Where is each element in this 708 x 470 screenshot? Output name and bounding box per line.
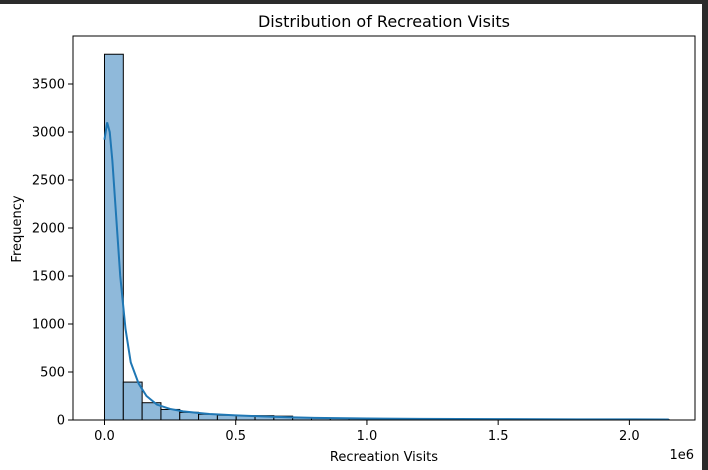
- x-axis-offset-label: 1e6: [669, 448, 694, 463]
- y-tick-label: 1500: [32, 270, 65, 285]
- x-axis-label: Recreation Visits: [330, 450, 438, 465]
- x-tick-label: 0.5: [225, 429, 246, 444]
- kde-line: [103, 122, 669, 421]
- window-top-edge: [0, 0, 708, 4]
- y-axis: 0 500 1000 1500 2000 2500 3000 3500: [32, 78, 73, 429]
- x-tick-label: 0.0: [94, 429, 115, 444]
- y-tick-label: 3000: [32, 126, 65, 141]
- y-tick-label: 2500: [32, 174, 65, 189]
- chart-title: Distribution of Recreation Visits: [258, 12, 510, 31]
- y-axis-label: Frequency: [10, 195, 25, 262]
- x-tick-label: 1.0: [357, 429, 378, 444]
- x-tick-label: 2.0: [619, 429, 640, 444]
- x-axis: 0.0 0.5 1.0 1.5 2.0: [94, 420, 640, 444]
- y-tick-label: 500: [40, 366, 65, 381]
- y-tick-label: 0: [57, 414, 65, 429]
- plot-area-frame: [72, 35, 696, 421]
- y-tick-label: 3500: [32, 78, 65, 93]
- histogram-bar: [103, 53, 124, 421]
- histogram-bar: [122, 381, 143, 421]
- histogram-bars: [103, 53, 670, 421]
- window-right-edge: [702, 0, 708, 470]
- y-tick-label: 1000: [32, 318, 65, 333]
- y-tick-label: 2000: [32, 222, 65, 237]
- x-tick-label: 1.5: [488, 429, 509, 444]
